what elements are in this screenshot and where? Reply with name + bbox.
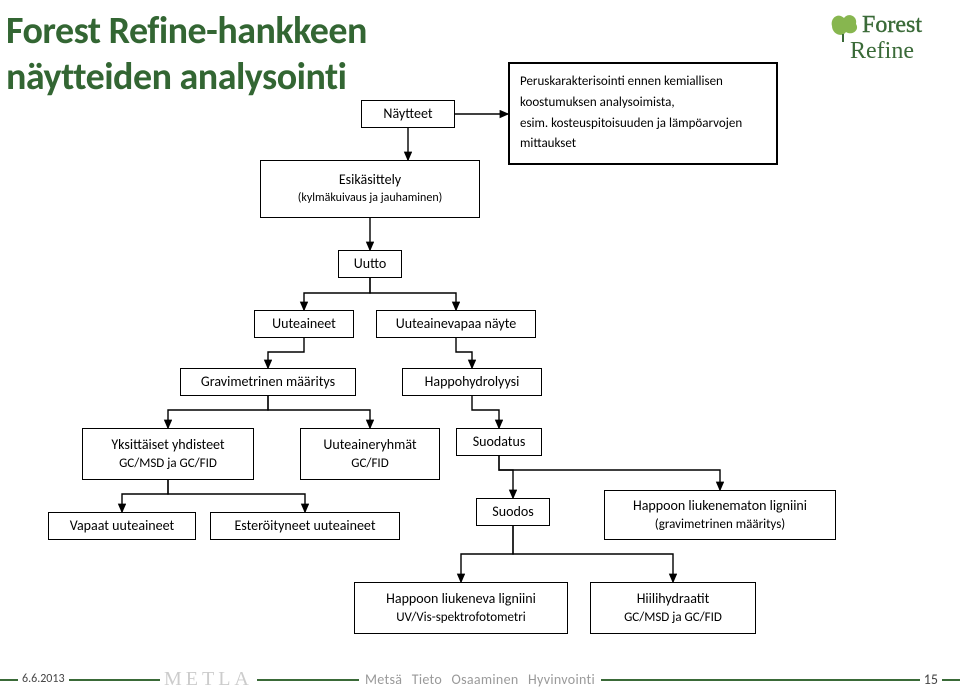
node-subtitle: GC/FID — [351, 455, 388, 473]
footer-date: 6.6.2013 — [18, 672, 69, 686]
perus-line: esim. kosteuspitoisuuden ja lämpöarvojen — [520, 114, 766, 135]
perus-line: mittaukset — [520, 134, 766, 155]
slide-footer: 6.6.2013 METLA Metsä Tieto Osaaminen Hyv… — [0, 662, 960, 696]
footer-center: Metsä Tieto Osaaminen Hyvinvointi — [359, 671, 601, 688]
node-title: Esikäsittely — [339, 171, 401, 190]
title-line2: näytteiden analysointi — [6, 54, 526, 100]
node-label: Vapaat uuteaineet — [70, 517, 174, 536]
node-subtitle: UV/Vis-spektrofotometri — [396, 609, 526, 627]
node-label: Suodatus — [473, 433, 526, 452]
node-happoon_sol: Happoon liukeneva ligniiniUV/Vis-spektro… — [354, 582, 568, 634]
node-hiilihydraatit: HiilihydraatitGC/MSD ja GC/FID — [590, 582, 756, 634]
node-esteroityneet: Esteröityneet uuteaineet — [210, 512, 400, 540]
perus-box: Peruskarakterisointi ennen kemiallisen k… — [508, 62, 778, 165]
footer-page-number: 15 — [920, 671, 942, 688]
node-label: Gravimetrinen määritys — [201, 373, 335, 392]
footer-word: Osaaminen — [452, 671, 519, 688]
node-label: Esteröityneet uuteaineet — [234, 517, 375, 536]
node-uuteainevapaa: Uuteainevapaa näyte — [376, 310, 536, 338]
footer-brand: METLA — [160, 668, 257, 691]
node-vapaat: Vapaat uuteaineet — [48, 512, 196, 540]
forest-refine-logo: Forest Refine Forest — [808, 8, 948, 75]
node-label: Uutto — [354, 255, 386, 274]
footer-word: Tieto — [412, 671, 442, 688]
node-suodatus: Suodatus — [456, 428, 542, 456]
footer-word: Metsä — [365, 671, 402, 688]
node-gravimetrinen: Gravimetrinen määritys — [180, 368, 356, 396]
node-title: Hiilihydraatit — [637, 590, 710, 609]
node-uuteaineryhmat: UuteaineryhmätGC/FID — [300, 428, 440, 480]
svg-text:Forest: Forest — [862, 12, 922, 38]
node-label: Happohydrolyysi — [425, 373, 520, 392]
node-subtitle: GC/MSD ja GC/FID — [119, 455, 217, 473]
node-label: Uuteainevapaa näyte — [396, 315, 516, 334]
node-uutto: Uutto — [338, 250, 402, 278]
node-subtitle: (kylmäkuivaus ja jauhaminen) — [298, 190, 443, 206]
node-title: Happoon liukenematon ligniini — [633, 497, 807, 516]
perus-line: Peruskarakterisointi ennen kemiallisen — [520, 72, 766, 93]
node-esikasittely: Esikäsittely(kylmäkuivaus ja jauhaminen) — [260, 160, 480, 218]
node-uuteaineet: Uuteaineet — [254, 310, 354, 338]
node-title: Yksittäiset yhdisteet — [111, 436, 224, 455]
title-line1: Forest Refine-hankkeen — [6, 8, 526, 54]
logo-word2: Refine — [850, 38, 914, 64]
node-title: Happoon liukeneva ligniini — [386, 590, 536, 609]
page-title: Forest Refine-hankkeen näytteiden analys… — [6, 8, 526, 100]
node-happoon_insol: Happoon liukenematon ligniini(gravimetri… — [604, 490, 836, 540]
node-subtitle: (gravimetrinen määritys) — [655, 516, 785, 534]
node-label: Uuteaineet — [272, 315, 336, 334]
node-yksittaiset: Yksittäiset yhdisteetGC/MSD ja GC/FID — [82, 428, 254, 480]
node-label: Näytteet — [383, 105, 432, 124]
node-label: Suodos — [492, 503, 533, 522]
node-happohydrolyysi: Happohydrolyysi — [402, 368, 542, 396]
node-title: Uuteaineryhmät — [323, 436, 416, 455]
perus-line: koostumuksen analysoimista, — [520, 93, 766, 114]
node-subtitle: GC/MSD ja GC/FID — [624, 609, 722, 627]
node-naytteet: Näytteet — [361, 100, 455, 128]
footer-word: Hyvinvointi — [528, 671, 595, 688]
node-suodos: Suodos — [476, 498, 550, 526]
